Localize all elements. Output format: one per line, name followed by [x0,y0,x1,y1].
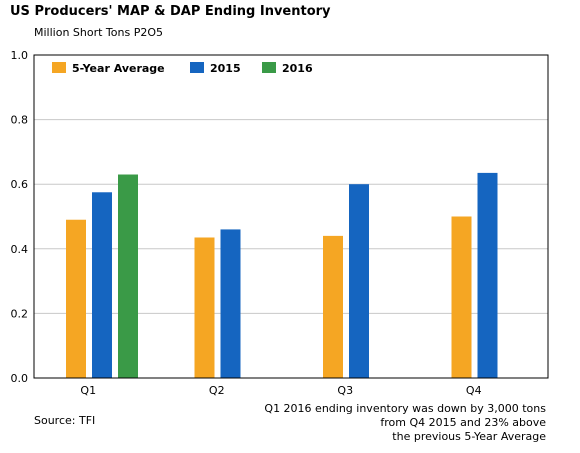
bar [194,237,215,378]
legend-label: 2015 [210,62,241,75]
bar [349,184,369,378]
chart-title: US Producers' MAP & DAP Ending Inventory [10,4,331,19]
plot-frame [33,54,549,379]
legend-label: 2016 [282,62,313,75]
chart-note: Q1 2016 ending inventory was down by 3,0… [226,402,546,444]
bar [92,192,112,378]
legend-swatch [262,62,276,73]
y-tick-label: 0.6 [11,178,29,191]
bar [66,219,86,378]
chart-note-line: from Q4 2015 and 23% above [380,416,546,429]
source-label: Source: TFI [34,414,96,427]
legend-swatch [190,62,204,73]
y-tick-label: 0.0 [11,372,29,385]
legend-swatch [52,62,66,73]
bar [477,172,498,378]
bar [118,174,138,378]
x-tick-label: Q2 [209,384,225,397]
legend-label: 5-Year Average [72,62,165,75]
y-tick-label: 0.4 [11,243,29,256]
chart-note-line: the previous 5-Year Average [392,430,546,443]
bar [451,216,472,378]
chart-note-line: Q1 2016 ending inventory was down by 3,0… [264,402,546,415]
chart-subtitle: Million Short Tons P2O5 [34,26,163,39]
x-tick-label: Q1 [80,384,96,397]
x-tick-label: Q3 [337,384,353,397]
y-tick-label: 0.8 [11,114,29,127]
x-tick-label: Q4 [466,384,482,397]
bar [220,229,241,378]
y-tick-label: 0.2 [11,307,29,320]
bar [323,235,343,378]
y-tick-label: 1.0 [11,49,29,62]
